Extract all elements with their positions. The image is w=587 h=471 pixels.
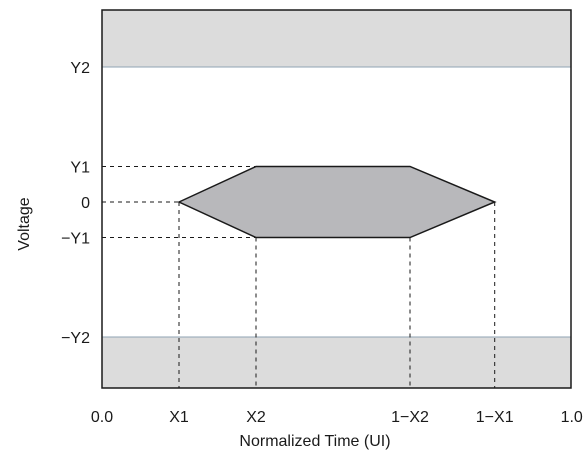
x-tick-label: 1−X1 [476,409,514,426]
upper-limit-band [102,10,571,67]
y-axis-title: Voltage [16,197,33,250]
y-tick-label: −Y2 [61,330,90,347]
lower-limit-band [102,337,571,388]
plot-frame [101,9,572,389]
y-tick-label: −Y1 [61,231,90,248]
y-tick-label: 0 [81,195,90,212]
x-axis-title: Normalized Time (UI) [239,433,390,450]
y-tick-label: Y1 [70,159,90,176]
x-tick-label: X1 [169,409,189,426]
y-tick-labels: Y2 Y1 0 −Y1 −Y2 [61,60,90,347]
x-tick-label: 0.0 [91,409,113,426]
eye-mask-hexagon [177,165,497,239]
y-tick-label: Y2 [70,60,90,77]
dashed-guides [102,165,496,388]
x-tick-label: X2 [246,409,266,426]
x-tick-label: 1−X2 [391,409,429,426]
x-tick-label: 1.0 [561,409,583,426]
x-tick-labels: 0.0 X1 X2 1−X2 1−X1 1.0 [91,409,583,426]
